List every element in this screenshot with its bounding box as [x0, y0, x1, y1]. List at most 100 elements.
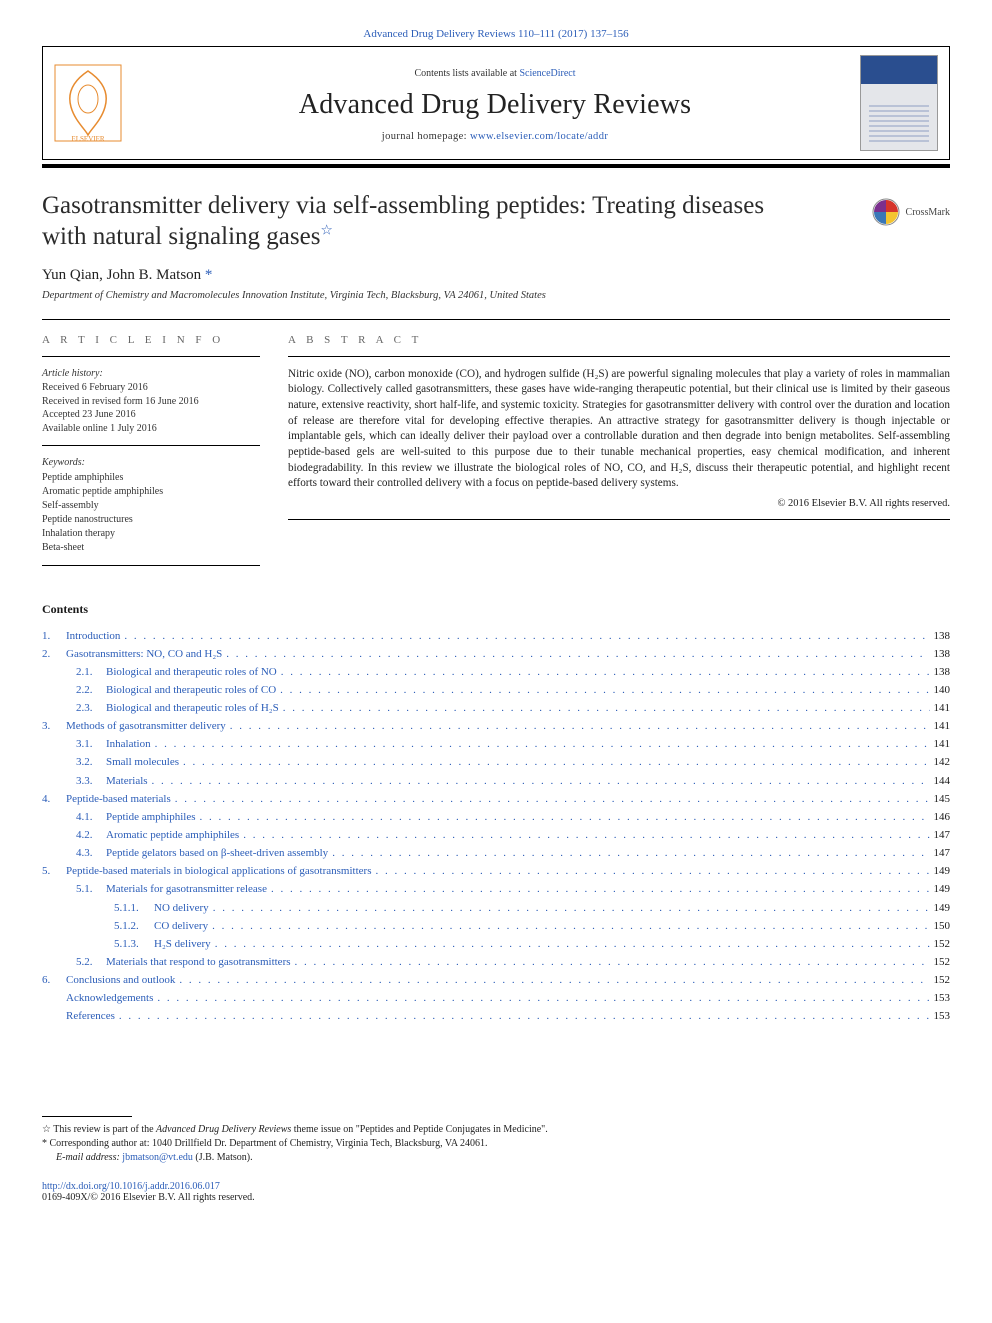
toc-dots: [375, 862, 929, 880]
toc-entry[interactable]: 4.1.Peptide amphiphiles 146: [42, 808, 950, 826]
toc-label: Acknowledgements: [66, 989, 153, 1007]
sciencedirect-link[interactable]: ScienceDirect: [519, 68, 575, 79]
keyword: Peptide nanostructures: [42, 513, 260, 527]
toc-entry[interactable]: 3.2.Small molecules142: [42, 753, 950, 771]
toc-entry[interactable]: 5.1.1.NO delivery 149: [42, 899, 950, 917]
keywords-label: Keywords:: [42, 456, 260, 470]
footnote-email: E-mail address: jbmatson@vt.edu (J.B. Ma…: [42, 1151, 950, 1165]
toc-entry[interactable]: 6.Conclusions and outlook152: [42, 971, 950, 989]
toc-label: Materials for gasotransmitter release: [106, 880, 267, 898]
history-label: Article history:: [42, 367, 260, 381]
toc-page: 153: [934, 989, 951, 1007]
toc-dots: [119, 1007, 930, 1025]
toc-number: 6.: [42, 971, 66, 989]
footnote-text: theme issue on "Peptides and Peptide Con…: [291, 1124, 547, 1135]
toc-label: Aromatic peptide amphiphiles: [106, 826, 239, 844]
toc-dots: [200, 808, 930, 826]
toc-number: 5.1.1.: [114, 899, 154, 917]
corresponding-author-star-icon: *: [205, 267, 213, 283]
toc-dots: [155, 735, 930, 753]
toc-number: 3.: [42, 717, 66, 735]
toc-entry[interactable]: 4.3.Peptide gelators based on β-sheet-dr…: [42, 844, 950, 862]
toc-dots: [230, 717, 930, 735]
toc-entry[interactable]: 5.Peptide-based materials in biological …: [42, 862, 950, 880]
article-title: Gasotransmitter delivery via self-assemb…: [42, 190, 854, 253]
toc-label: Peptide gelators based on β-sheet-driven…: [106, 844, 328, 862]
table-of-contents: 1.Introduction1382.Gasotransmitters: NO,…: [42, 627, 950, 1026]
toc-number: 5.1.3.: [114, 935, 154, 953]
toc-entry[interactable]: 2.3.Biological and therapeutic roles of …: [42, 699, 950, 717]
toc-page: 145: [934, 790, 951, 808]
toc-entry[interactable]: 3.1.Inhalation 141: [42, 735, 950, 753]
footnote-text: ☆ This review is part of the: [42, 1124, 156, 1135]
keyword: Aromatic peptide amphiphiles: [42, 485, 260, 499]
elsevier-logo: ELSEVIER: [43, 47, 133, 159]
toc-label: Biological and therapeutic roles of H₂S: [106, 699, 279, 717]
title-footnote-star-icon: ☆: [320, 224, 333, 239]
toc-dots: [283, 699, 930, 717]
journal-homepage-link[interactable]: www.elsevier.com/locate/addr: [470, 131, 608, 142]
toc-page: 138: [934, 663, 951, 681]
toc-page: 144: [934, 772, 951, 790]
toc-entry[interactable]: 2.2.Biological and therapeutic roles of …: [42, 681, 950, 699]
toc-label: Gasotransmitters: NO, CO and H₂S: [66, 645, 222, 663]
toc-page: 138: [934, 645, 951, 663]
crossmark-badge[interactable]: CrossMark: [872, 190, 950, 226]
toc-number: 3.1.: [76, 735, 106, 753]
toc-page: 152: [934, 935, 951, 953]
toc-entry[interactable]: 2.Gasotransmitters: NO, CO and H₂S138: [42, 645, 950, 663]
toc-number: 5.1.: [76, 880, 106, 898]
authors-text: Yun Qian, John B. Matson: [42, 267, 205, 283]
toc-entry[interactable]: Acknowledgements 153: [42, 989, 950, 1007]
toc-label: Conclusions and outlook: [66, 971, 175, 989]
toc-entry[interactable]: 3.Methods of gasotransmitter delivery141: [42, 717, 950, 735]
toc-entry[interactable]: 5.2.Materials that respond to gasotransm…: [42, 953, 950, 971]
keywords-list: Peptide amphiphiles Aromatic peptide amp…: [42, 471, 260, 555]
toc-label: Biological and therapeutic roles of CO: [106, 681, 276, 699]
toc-page: 146: [934, 808, 951, 826]
journal-name: Advanced Drug Delivery Reviews: [141, 89, 849, 121]
toc-page: 138: [934, 627, 951, 645]
abstract-rule-bottom: [288, 519, 950, 520]
toc-entry[interactable]: 5.1.Materials for gasotransmitter releas…: [42, 880, 950, 898]
toc-page: 141: [934, 735, 951, 753]
toc-entry[interactable]: 1.Introduction138: [42, 627, 950, 645]
toc-number: 4.1.: [76, 808, 106, 826]
toc-dots: [281, 663, 930, 681]
toc-dots: [213, 899, 930, 917]
info-rule-3: [42, 565, 260, 566]
abstract-heading: A B S T R A C T: [288, 334, 950, 346]
toc-entry[interactable]: 4.2.Aromatic peptide amphiphiles147: [42, 826, 950, 844]
abstract-text: Nitric oxide (NO), carbon monoxide (CO),…: [288, 367, 950, 492]
journal-header-box: ELSEVIER Contents lists available at Sci…: [42, 46, 950, 160]
history-online: Available online 1 July 2016: [42, 422, 260, 436]
toc-label: Peptide amphiphiles: [106, 808, 196, 826]
toc-label: H₂S delivery: [154, 935, 211, 953]
doi-link[interactable]: http://dx.doi.org/10.1016/j.addr.2016.06…: [42, 1181, 220, 1192]
footnote-theme: ☆ This review is part of the Advanced Dr…: [42, 1123, 950, 1137]
journal-cover-thumb: [857, 47, 949, 159]
history-received: Received 6 February 2016: [42, 381, 260, 395]
toc-entry[interactable]: 5.1.3.H₂S delivery 152: [42, 935, 950, 953]
toc-entry[interactable]: References153: [42, 1007, 950, 1025]
toc-entry[interactable]: 4.Peptide-based materials145: [42, 790, 950, 808]
toc-label: Biological and therapeutic roles of NO: [106, 663, 277, 681]
toc-entry[interactable]: 5.1.2.CO delivery150: [42, 917, 950, 935]
toc-page: 149: [934, 899, 951, 917]
toc-label: Peptide-based materials in biological ap…: [66, 862, 371, 880]
keyword: Beta-sheet: [42, 541, 260, 555]
toc-entry[interactable]: 2.1.Biological and therapeutic roles of …: [42, 663, 950, 681]
toc-number: 4.3.: [76, 844, 106, 862]
toc-number: 5.: [42, 862, 66, 880]
toc-entry[interactable]: 3.3.Materials144: [42, 772, 950, 790]
author-list: Yun Qian, John B. Matson *: [42, 267, 950, 284]
toc-label: NO delivery: [154, 899, 209, 917]
toc-dots: [332, 844, 929, 862]
toc-page: 153: [934, 1007, 951, 1025]
abstract-rule-top: [288, 356, 950, 357]
toc-number: 4.: [42, 790, 66, 808]
toc-label: Inhalation: [106, 735, 151, 753]
history-accepted: Accepted 23 June 2016: [42, 408, 260, 422]
email-link[interactable]: jbmatson@vt.edu: [122, 1152, 193, 1163]
toc-number: 5.1.2.: [114, 917, 154, 935]
